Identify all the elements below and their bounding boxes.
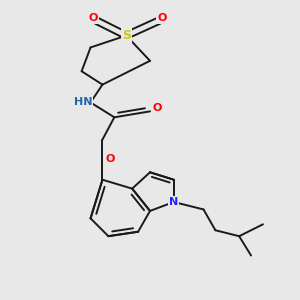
Text: O: O (153, 103, 162, 113)
Text: S: S (122, 29, 131, 42)
Text: N: N (169, 197, 178, 207)
Text: O: O (105, 154, 115, 164)
Text: O: O (89, 13, 98, 23)
Text: HN: HN (74, 98, 92, 107)
Text: O: O (157, 13, 167, 23)
